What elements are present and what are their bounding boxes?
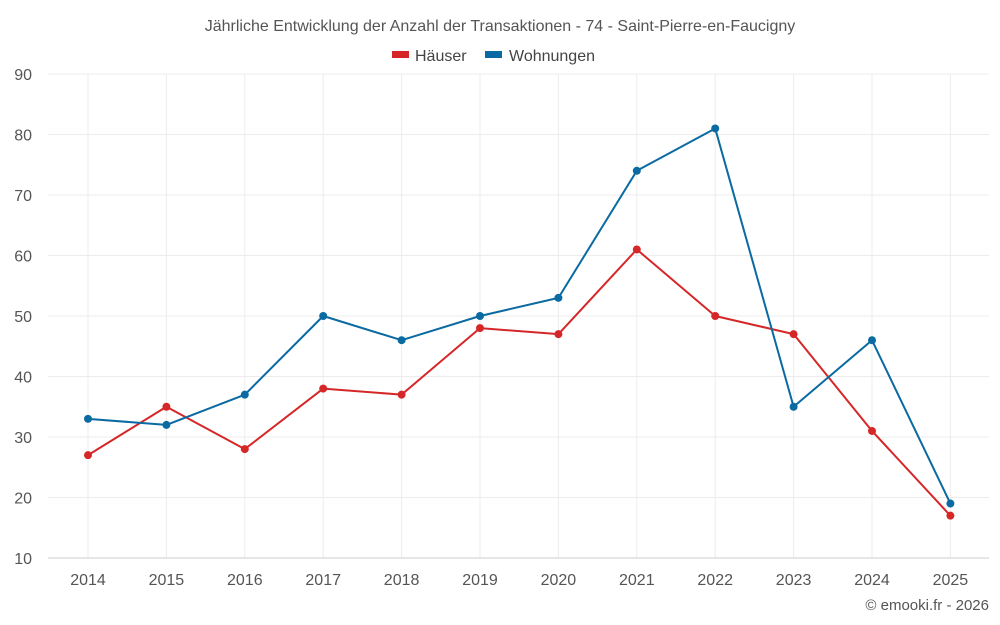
x-tick-label-2022: 2022 <box>697 572 733 589</box>
data-point-hauser-2023 <box>789 330 798 339</box>
y-tick-label-80: 80 <box>14 128 32 145</box>
x-tick-label-2021: 2021 <box>619 572 655 589</box>
legend: Häuser Wohnungen <box>392 48 595 65</box>
data-point-hauser-2017 <box>319 384 328 393</box>
x-tick-label-2014: 2014 <box>70 572 106 589</box>
chart-title: Jährliche Entwicklung der Anzahl der Tra… <box>205 18 796 35</box>
y-tick-label-10: 10 <box>14 551 32 568</box>
x-tick-label-2025: 2025 <box>933 572 969 589</box>
legend-label-wohnungen: Wohnungen <box>509 48 595 65</box>
x-tick-label-2018: 2018 <box>384 572 420 589</box>
y-tick-label-50: 50 <box>14 309 32 326</box>
data-point-wohnungen-2018 <box>397 336 406 345</box>
x-tick-label-2017: 2017 <box>305 572 341 589</box>
data-point-hauser-2018 <box>397 390 406 399</box>
legend-label-hauser: Häuser <box>415 48 467 65</box>
series <box>84 124 955 520</box>
data-point-hauser-2024 <box>868 426 876 435</box>
data-point-hauser-2014 <box>84 451 92 460</box>
legend-swatch-hauser <box>392 51 409 58</box>
legend-swatch-wohnungen <box>485 51 502 58</box>
y-tick-label-30: 30 <box>14 430 32 447</box>
data-point-wohnungen-2019 <box>476 312 484 320</box>
data-point-wohnungen-2015 <box>162 420 171 429</box>
grid <box>48 73 989 558</box>
data-point-wohnungen-2021 <box>632 166 641 175</box>
y-tick-label-70: 70 <box>14 188 32 205</box>
series-line-hauser <box>87 248 952 517</box>
x-tick-label-2015: 2015 <box>149 572 185 589</box>
x-tick-label-2019: 2019 <box>462 572 498 589</box>
y-tick-label-20: 20 <box>14 491 32 508</box>
data-point-wohnungen-2023 <box>789 402 798 411</box>
data-point-wohnungen-2024 <box>868 336 876 345</box>
data-point-hauser-2016 <box>240 445 249 454</box>
data-point-wohnungen-2014 <box>84 414 92 423</box>
data-point-hauser-2025 <box>946 511 955 520</box>
series-line-wohnungen <box>87 127 952 504</box>
data-point-wohnungen-2016 <box>240 390 249 399</box>
series-hauser <box>84 245 955 520</box>
credit-text: © emooki.fr - 2026 <box>865 597 989 614</box>
x-tick-label-2023: 2023 <box>776 572 812 589</box>
data-point-hauser-2019 <box>476 324 484 333</box>
data-point-wohnungen-2025 <box>946 499 955 508</box>
y-tick-label-60: 60 <box>14 249 32 266</box>
y-tick-label-40: 40 <box>14 370 32 387</box>
axes: 10 20 30 40 50 60 70 80 90 2014 2015 2016 2017 2018 20… <box>14 67 989 589</box>
y-tick-label-90: 90 <box>14 67 32 84</box>
series-wohnungen <box>84 124 955 508</box>
x-tick-label-2020: 2020 <box>541 572 577 589</box>
data-point-wohnungen-2022 <box>711 124 720 133</box>
data-point-wohnungen-2017 <box>319 312 328 320</box>
data-point-wohnungen-2020 <box>554 293 563 302</box>
data-point-hauser-2022 <box>711 312 720 320</box>
data-point-hauser-2021 <box>632 245 641 254</box>
x-tick-label-2016: 2016 <box>227 572 263 589</box>
data-point-hauser-2020 <box>554 330 563 339</box>
x-tick-label-2024: 2024 <box>854 572 890 589</box>
data-point-hauser-2015 <box>162 402 171 411</box>
